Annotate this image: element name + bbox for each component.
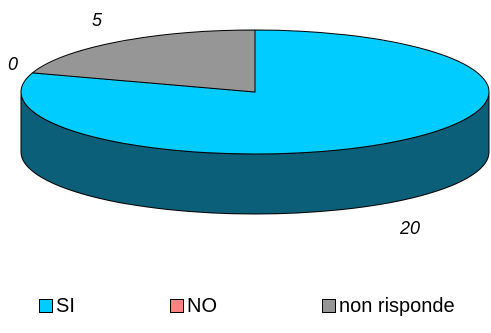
data-label-non-risponde: 5 bbox=[92, 10, 103, 30]
legend-item-si: SI bbox=[39, 296, 75, 316]
data-label-no: 0 bbox=[8, 54, 18, 74]
legend-item-no: NO bbox=[170, 296, 217, 316]
legend: SI NO non risponde bbox=[0, 296, 491, 326]
legend-swatch-si bbox=[39, 299, 53, 313]
legend-swatch-no bbox=[170, 299, 184, 313]
legend-label-si: SI bbox=[56, 295, 75, 317]
pie-slice-non-risponde bbox=[31, 29, 256, 93]
legend-item-non-risponde: non risponde bbox=[322, 296, 455, 316]
data-label-si: 20 bbox=[399, 218, 420, 238]
pie-top bbox=[20, 29, 490, 155]
legend-label-non-risponde: non risponde bbox=[339, 295, 455, 317]
legend-label-no: NO bbox=[187, 295, 217, 317]
legend-swatch-non-risponde bbox=[322, 299, 336, 313]
